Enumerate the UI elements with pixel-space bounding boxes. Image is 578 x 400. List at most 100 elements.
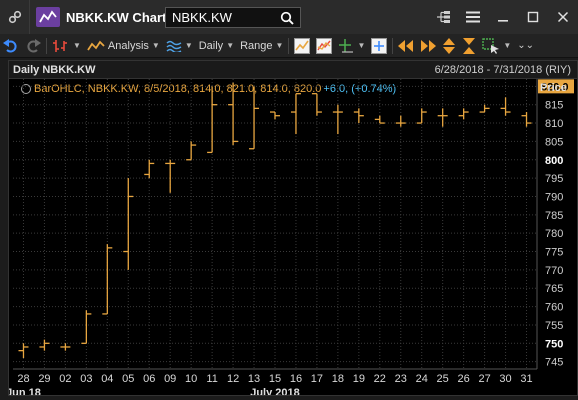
scroll-left-button[interactable] — [395, 34, 417, 58]
chevron-down-icon: ▼ — [275, 41, 284, 50]
ohlc-bar[interactable] — [332, 104, 343, 135]
ohlc-bar[interactable] — [416, 108, 427, 124]
ohlc-bar[interactable] — [374, 115, 385, 124]
symbol-search-box — [165, 7, 301, 28]
y-tick-label: 790 — [545, 191, 563, 203]
x-tick-label: 26 — [458, 373, 470, 385]
close-button[interactable] — [548, 0, 578, 34]
y-tick-label: 795 — [545, 173, 563, 185]
y-tick-label: 800 — [545, 155, 563, 167]
ohlc-bar[interactable] — [290, 93, 301, 135]
ohlc-bar[interactable] — [228, 82, 239, 146]
ohlc-bar[interactable] — [186, 141, 197, 161]
x-tick-label: 28 — [17, 373, 29, 385]
y-tick-label: 780 — [545, 228, 563, 240]
legend-ohlc-values: BarOHLC, NBKK.KW, 8/5/2018, 814.0, 821.0… — [34, 83, 322, 95]
ohlc-bars-icon — [53, 39, 67, 52]
ohlc-bar[interactable] — [458, 108, 469, 120]
crosshair-tool-button[interactable]: ▼ — [335, 34, 368, 58]
link-icon — [8, 10, 21, 24]
x-tick-label: 16 — [290, 373, 302, 385]
chevron-down-icon: ▼ — [503, 41, 512, 50]
ohlc-bar[interactable] — [270, 111, 280, 120]
ohlc-bar[interactable] — [521, 112, 532, 127]
analysis-line-icon — [87, 40, 105, 50]
ohlc-bar[interactable] — [249, 86, 260, 150]
more-tools-button[interactable]: ⌄⌄ — [514, 34, 537, 58]
y-tick-label: 810 — [545, 118, 563, 130]
menu-button[interactable] — [458, 0, 488, 34]
compare-chart-icon — [316, 37, 333, 54]
range-dropdown[interactable]: Range ▼ — [237, 34, 286, 58]
ohlc-bar[interactable] — [123, 178, 134, 270]
y-tick-label: 755 — [545, 320, 563, 332]
ohlc-bar[interactable] — [102, 244, 113, 315]
x-tick-label: 04 — [101, 373, 113, 385]
ohlc-bar[interactable] — [18, 343, 29, 358]
x-tick-label: 05 — [122, 373, 134, 385]
scroll-right-button[interactable] — [417, 34, 439, 58]
x-tick-label: 24 — [416, 373, 428, 385]
select-tool-button[interactable]: ▼ — [479, 34, 514, 58]
toolbar-separator — [288, 37, 290, 54]
studies-dropdown[interactable]: ▼ — [163, 34, 196, 58]
search-icon[interactable] — [280, 11, 294, 25]
chart-panel: Daily NBKK.KW 6/28/2018 - 7/31/2018 (RIY… — [8, 60, 578, 396]
link-button[interactable] — [0, 0, 30, 34]
ohlc-bar[interactable] — [395, 115, 406, 127]
y-tick-label: 760 — [545, 302, 563, 314]
analysis-dropdown[interactable]: Analysis ▼ — [84, 34, 163, 58]
ohlc-bar[interactable] — [353, 108, 364, 124]
compress-vertical-button[interactable] — [459, 34, 479, 58]
x-tick-label: 18 — [332, 373, 344, 385]
chart-style-dropdown[interactable]: ▼ — [49, 34, 84, 58]
ohlc-bar[interactable] — [39, 339, 50, 351]
ohlc-chart[interactable]: 745 750 755 760 765 770 775 780 785 790 795 800 805 8… — [9, 79, 577, 395]
ohlc-bar[interactable] — [479, 104, 490, 113]
line-chart-button[interactable] — [291, 34, 313, 58]
hierarchy-button[interactable] — [428, 0, 458, 34]
ohlc-bar[interactable] — [144, 159, 155, 179]
symbol-search-input[interactable] — [166, 10, 276, 25]
ohlc-bar[interactable] — [500, 97, 511, 116]
x-tick-label: 23 — [395, 373, 407, 385]
x-tick-label: 22 — [374, 373, 386, 385]
x-tick-label: 31 — [520, 373, 532, 385]
minimize-button[interactable] — [488, 0, 518, 34]
x-tick-label: 11 — [206, 373, 217, 385]
minimize-icon — [498, 20, 508, 22]
x-tick-label: 27 — [478, 373, 490, 385]
y-tick-label: 805 — [545, 136, 563, 148]
close-icon — [557, 11, 569, 23]
legend-settings-icon[interactable] — [21, 84, 31, 94]
compare-chart-button[interactable] — [313, 34, 335, 58]
undo-button[interactable] — [0, 34, 22, 58]
zoom-box-button[interactable] — [368, 34, 390, 58]
last-price-marker — [538, 79, 574, 94]
expand-vertical-button[interactable] — [439, 34, 459, 58]
arrows-left-icon — [398, 39, 414, 52]
ohlc-bar[interactable] — [311, 93, 322, 116]
ohlc-bar[interactable] — [81, 310, 92, 344]
interval-dropdown[interactable]: Daily ▼ — [196, 34, 237, 58]
ohlc-bar[interactable] — [437, 108, 448, 127]
y-tick-label: 745 — [545, 357, 563, 369]
ohlc-bar[interactable] — [207, 86, 218, 154]
toolbar-separator — [46, 37, 47, 54]
maximize-button[interactable] — [518, 0, 548, 34]
y-tick-label: 770 — [545, 265, 563, 277]
x-tick-label: 03 — [80, 373, 92, 385]
x-tick-label: 30 — [499, 373, 511, 385]
line-chart-icon — [294, 37, 311, 54]
chevron-down-icon: ▼ — [226, 41, 235, 50]
chart-line-icon — [39, 10, 57, 23]
y-tick-label: 765 — [545, 283, 563, 295]
ohlc-bar[interactable] — [60, 343, 71, 351]
ohlc-bar[interactable] — [165, 159, 176, 193]
chevron-down-icon: ▼ — [73, 41, 81, 50]
redo-button[interactable] — [22, 34, 44, 58]
x-month-label: Jun 18 — [9, 387, 41, 395]
title-bar: NBKK.KW Chart — [0, 0, 578, 34]
chart-app-logo — [36, 7, 60, 27]
compress-vertical-icon — [463, 37, 476, 54]
